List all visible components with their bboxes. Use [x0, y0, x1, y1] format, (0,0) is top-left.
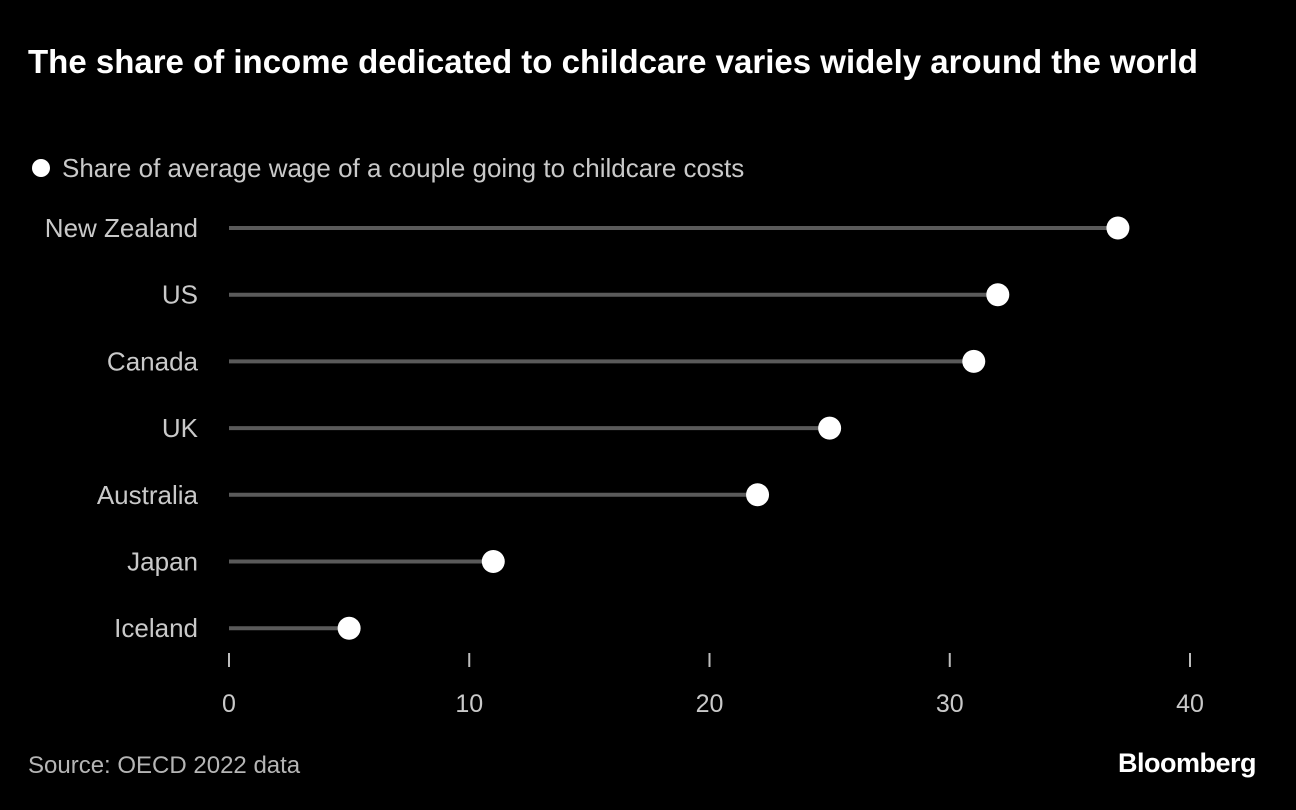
- data-point-us: [986, 283, 1010, 307]
- category-label-japan: Japan: [127, 547, 198, 577]
- category-label-iceland: Iceland: [114, 613, 198, 643]
- category-label-canada: Canada: [107, 346, 199, 376]
- category-label-new-zealand: New Zealand: [45, 213, 198, 243]
- x-tick-label-30: 30: [936, 690, 964, 718]
- data-point-canada: [962, 349, 986, 373]
- data-point-uk: [818, 416, 842, 440]
- legend: Share of average wage of a couple going …: [32, 150, 744, 186]
- legend-label: Share of average wage of a couple going …: [62, 152, 745, 183]
- chart-rows: New Zealand US Canada UK Australia Japan Icela…: [45, 213, 1130, 643]
- chart-title: The share of income dedicated to childca…: [28, 43, 1198, 80]
- data-point-new-zealand: [1106, 216, 1130, 240]
- legend-dot-icon: [32, 159, 50, 177]
- source-note: Source: OECD 2022 data: [28, 752, 301, 779]
- x-tick-label-0: 0: [222, 690, 236, 718]
- data-point-japan: [481, 550, 505, 573]
- x-axis: 0 10 20 30 40: [222, 653, 1204, 718]
- x-tick-label-40: 40: [1176, 690, 1204, 718]
- category-label-uk: UK: [162, 413, 199, 443]
- x-tick-label-20: 20: [696, 690, 724, 718]
- x-tick-label-10: 10: [455, 690, 483, 718]
- data-point-australia: [746, 483, 770, 507]
- bloomberg-logo: Bloomberg: [1117, 748, 1257, 778]
- lollipop-chart: New Zealand US Canada UK Australia Japan Icela…: [45, 213, 1204, 718]
- data-point-iceland: [337, 616, 361, 640]
- category-label-us: US: [162, 280, 198, 310]
- category-label-australia: Australia: [97, 480, 199, 510]
